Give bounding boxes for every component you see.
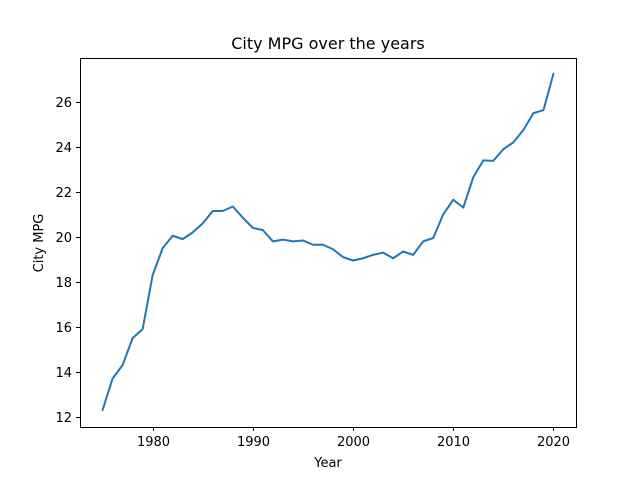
chart-title: City MPG over the years [231, 34, 425, 53]
y-tick-label: 22 [55, 186, 72, 201]
x-tick-label: 2020 [537, 435, 570, 450]
y-tick-label: 16 [55, 321, 72, 336]
plot-area: 1980 1990 2000 2010 2020 12 14 16 18 20 22 24 26 [55, 58, 577, 450]
series-line-0 [101, 72, 555, 412]
y-tick-label: 12 [55, 411, 72, 426]
x-axis-label: Year [313, 456, 342, 471]
y-tick-label: 20 [55, 231, 72, 246]
y-tick-label: 14 [55, 366, 72, 381]
axes-frame [80, 58, 577, 428]
series-layer [101, 72, 555, 412]
y-tick-label: 24 [55, 141, 72, 156]
ticks-layer: 1980 1990 2000 2010 2020 12 14 16 18 20 22 24 26 [55, 96, 570, 450]
x-tick-label: 2010 [437, 435, 470, 450]
x-tick-label: 2000 [337, 435, 370, 450]
y-tick-label: 26 [55, 96, 72, 111]
x-tick-label: 1980 [137, 435, 170, 450]
x-tick-label: 1990 [237, 435, 270, 450]
y-axis-label: City MPG [32, 214, 47, 273]
y-tick-label: 18 [55, 276, 72, 291]
